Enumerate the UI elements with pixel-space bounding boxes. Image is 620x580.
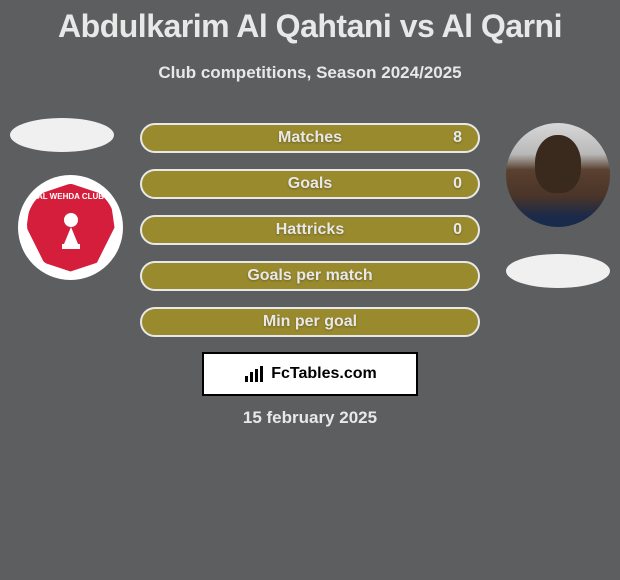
- stat-bar-goals: Goals 0: [140, 169, 480, 199]
- stat-label: Goals per match: [247, 267, 372, 285]
- stat-label: Min per goal: [263, 313, 357, 331]
- club-crest-icon: [56, 210, 86, 254]
- stat-bar-min-per-goal: Min per goal: [140, 307, 480, 337]
- footer-brand-box[interactable]: FcTables.com: [202, 352, 418, 396]
- stat-bar-matches: Matches 8: [140, 123, 480, 153]
- stat-value-right: 0: [453, 221, 462, 239]
- stat-bar-goals-per-match: Goals per match: [140, 261, 480, 291]
- stat-value-right: 8: [453, 129, 462, 147]
- club-shield-icon: AL WEHDA CLUB: [27, 184, 115, 272]
- stat-bar-hattricks: Hattricks 0: [140, 215, 480, 245]
- stats-container: Matches 8 Goals 0 Hattricks 0 Goals per …: [140, 123, 480, 353]
- player2-club-placeholder: [506, 254, 610, 288]
- footer-date: 15 february 2025: [0, 408, 620, 428]
- stat-label: Matches: [278, 129, 342, 147]
- page-subtitle: Club competitions, Season 2024/2025: [0, 63, 620, 83]
- chart-bars-icon: [243, 365, 265, 383]
- player2-avatar: [506, 123, 610, 227]
- stat-value-right: 0: [453, 175, 462, 193]
- stat-label: Goals: [288, 175, 332, 193]
- player1-avatar-placeholder: [10, 118, 114, 152]
- page-title: Abdulkarim Al Qahtani vs Al Qarni: [0, 0, 620, 45]
- footer-brand-text: FcTables.com: [271, 365, 377, 383]
- player1-club-badge: AL WEHDA CLUB: [18, 175, 123, 280]
- club-badge-text: AL WEHDA CLUB: [27, 192, 115, 201]
- stat-label: Hattricks: [276, 221, 344, 239]
- player2-head-silhouette: [535, 135, 581, 193]
